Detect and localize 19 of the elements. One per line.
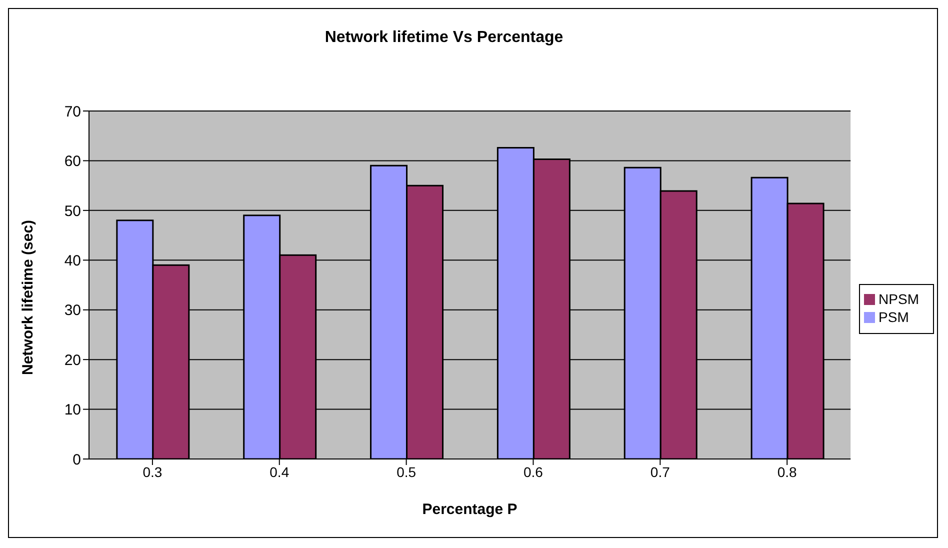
y-tick-label: 70 [64, 103, 81, 120]
y-tick-label: 10 [64, 402, 81, 419]
x-tick-label: 0.4 [270, 464, 290, 480]
legend-label: NPSM [878, 291, 919, 307]
y-tick-label: 40 [64, 252, 81, 270]
y-tick-label: 50 [64, 202, 81, 220]
x-tick-label: 0.8 [777, 464, 798, 480]
y-tick-label: 60 [64, 153, 81, 170]
y-axis-title: Network lifetime (sec) [19, 220, 36, 375]
legend-label: PSM [878, 309, 909, 325]
x-axis-title: Percentage P [422, 501, 518, 518]
y-tick-label: 20 [64, 352, 81, 369]
y-tick-label: 0 [72, 451, 81, 468]
x-tick-label: 0.3 [142, 464, 162, 480]
x-tick-label: 0.5 [396, 464, 416, 480]
x-tick-label: 0.6 [524, 464, 544, 480]
y-tick-label: 30 [64, 302, 81, 320]
x-tick-label: 0.7 [650, 464, 670, 480]
chart-title: Network lifetime Vs Percentage [324, 29, 564, 47]
